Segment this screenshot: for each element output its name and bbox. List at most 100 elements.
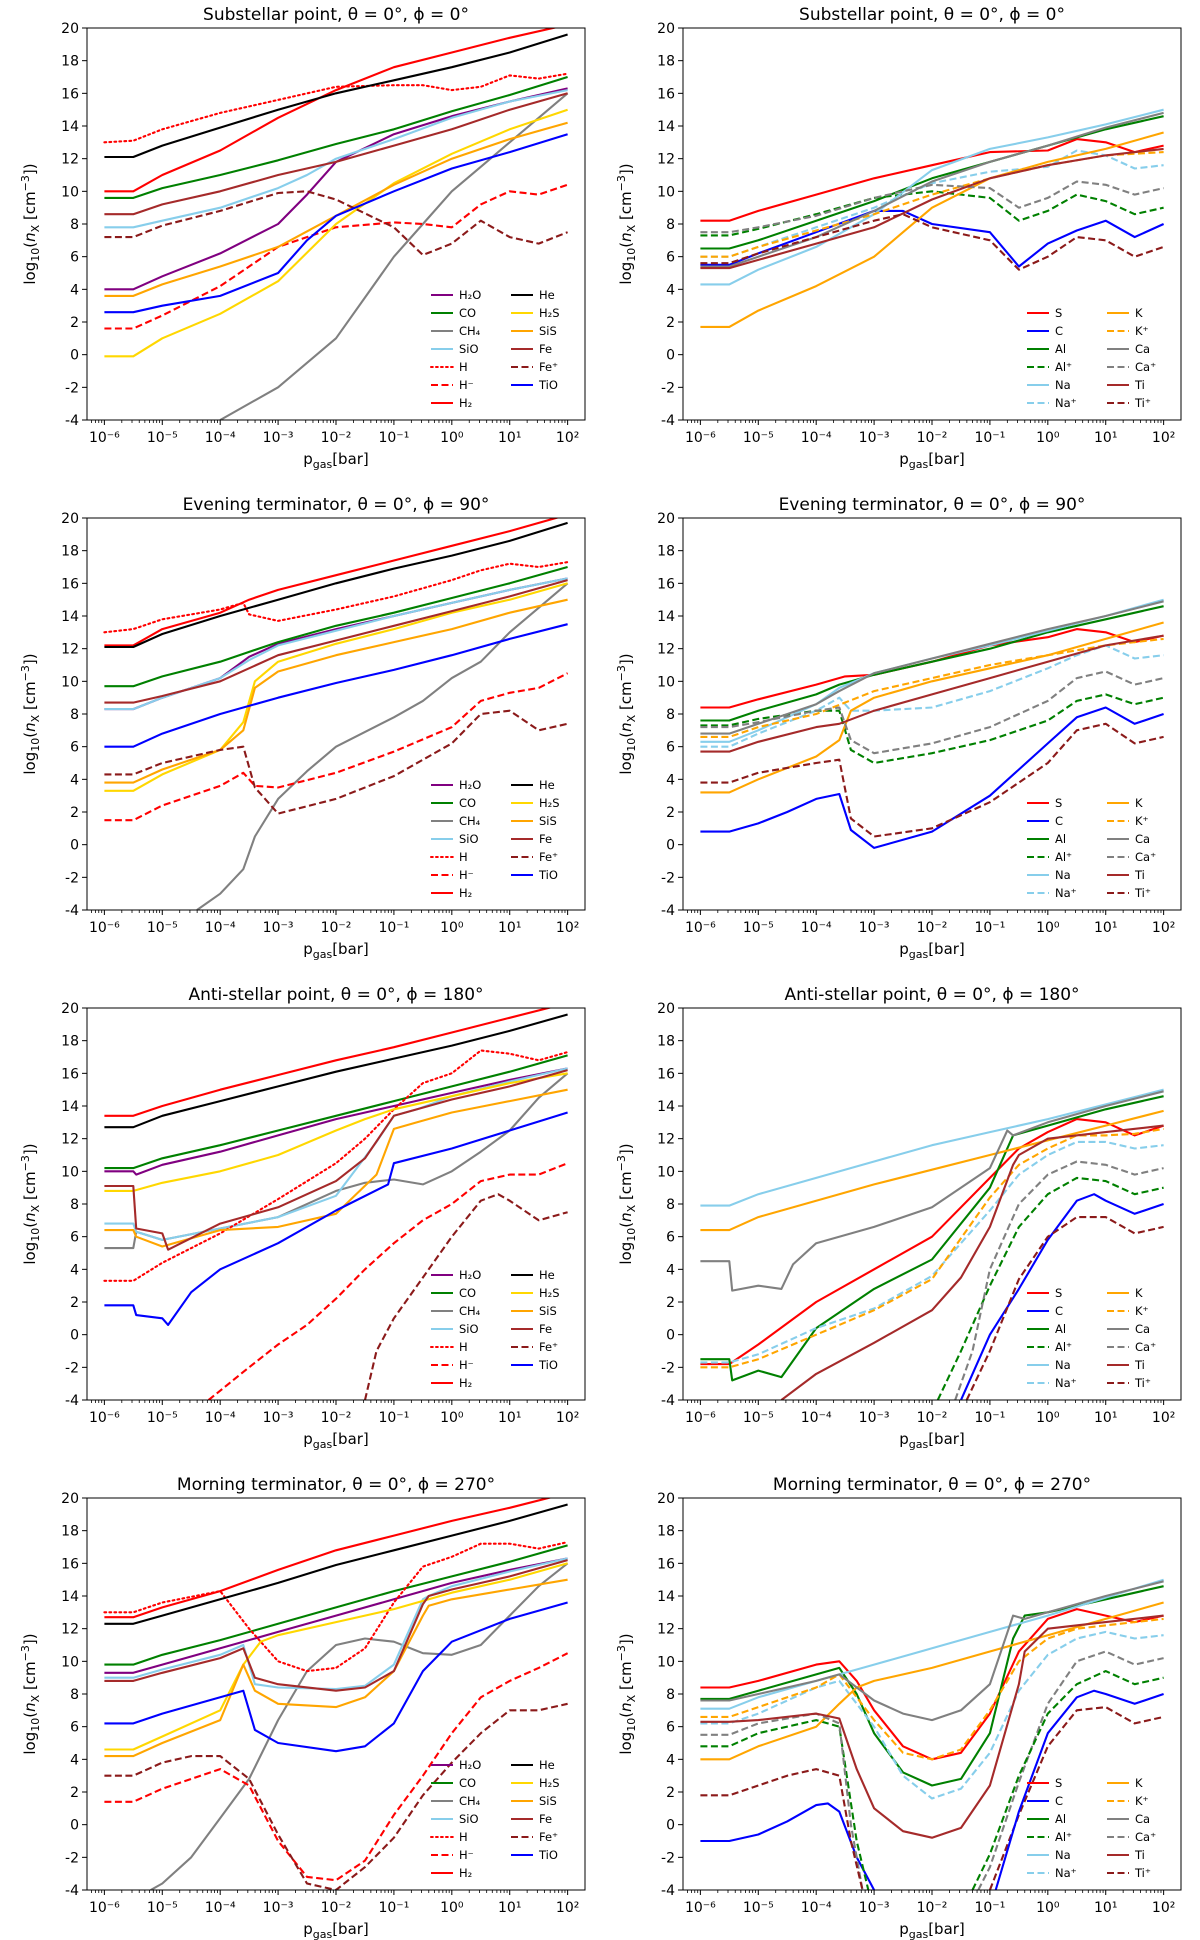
- x-tick-label: 10²: [1152, 1410, 1175, 1426]
- legend-label: Al⁺: [1055, 850, 1072, 864]
- y-tick-label: 18: [657, 1034, 675, 1050]
- series-group: [700, 108, 1165, 328]
- y-axis-label: log10(nX [cm−3]): [19, 1633, 42, 1754]
- legend-label: Al: [1055, 342, 1066, 356]
- y-tick-label: -4: [65, 903, 79, 919]
- series-line-Na⁺: [700, 149, 1164, 258]
- series-line-C: [700, 706, 1164, 849]
- series-line-H₂: [104, 28, 558, 193]
- series-line-K: [700, 1601, 1164, 1761]
- series-line-CO: [104, 565, 568, 688]
- y-tick-label: 4: [70, 282, 79, 298]
- x-tick-label: 10¹: [1094, 430, 1117, 446]
- legend-label: K: [1135, 306, 1143, 320]
- x-tick-label: 10⁻⁶: [89, 1900, 120, 1916]
- x-tick-label: 10²: [556, 1410, 579, 1426]
- x-tick-label: 10⁻⁴: [801, 1410, 832, 1426]
- legend-label: SiS: [539, 324, 557, 338]
- x-tick-label: 10⁻¹: [974, 1900, 1005, 1916]
- y-tick-label: 12: [61, 152, 79, 168]
- x-tick-label: 10²: [1152, 430, 1175, 446]
- x-tick-label: 10⁻⁶: [685, 920, 716, 936]
- legend-label: Na⁺: [1055, 886, 1077, 900]
- y-tick-label: 6: [666, 250, 675, 266]
- legend-label: C: [1055, 814, 1063, 828]
- x-tick-label: 10⁻⁶: [685, 1900, 716, 1916]
- chart-title: Morning terminator, θ = 0°, ϕ = 270°: [773, 1475, 1091, 1495]
- x-axis-label: pgas[bar]: [303, 940, 369, 961]
- x-tick-label: 10⁻⁴: [205, 430, 236, 446]
- legend-label: H₂S: [539, 306, 560, 320]
- x-tick-label: 10⁻⁴: [205, 1900, 236, 1916]
- series-line-Fe: [104, 92, 568, 216]
- y-tick-label: 8: [70, 1687, 79, 1703]
- axes-frame: [682, 1007, 1182, 1401]
- y-tick-label: 8: [666, 1687, 675, 1703]
- y-tick-label: 14: [657, 119, 675, 135]
- series-line-SiO: [104, 577, 568, 711]
- y-tick-label: 6: [666, 1230, 675, 1246]
- series-line-S: [700, 628, 1164, 709]
- y-tick-label: 16: [61, 1066, 79, 1082]
- series-line-H⁻: [104, 1652, 569, 1882]
- legend-label: Fe: [539, 1812, 552, 1826]
- x-tick-label: 10⁻³: [263, 430, 294, 446]
- series-line-Cr3: [994, 1689, 1164, 1890]
- series-line-K: [700, 1109, 1164, 1232]
- legend-label: He: [539, 1268, 555, 1282]
- x-tick-label: 10⁻³: [263, 920, 294, 936]
- y-tick-label: 20: [657, 1001, 675, 1017]
- y-tick-label: -2: [65, 870, 79, 886]
- y-tick-label: 18: [61, 1524, 79, 1540]
- y-tick-label: 0: [666, 348, 675, 364]
- y-tick-label: 2: [666, 1785, 675, 1801]
- x-tick-label: 10⁰: [1036, 430, 1060, 446]
- legend-label: H₂O: [459, 1758, 481, 1772]
- y-tick-label: 6: [70, 1230, 79, 1246]
- y-tick-label: 12: [657, 642, 675, 658]
- legend-label: SiO: [459, 832, 479, 846]
- x-tick-label: 10⁻³: [859, 1900, 890, 1916]
- series-line-S: [700, 1608, 1164, 1761]
- x-tick-label: 10⁻¹: [378, 920, 409, 936]
- legend-label: S: [1055, 1776, 1062, 1790]
- x-tick-label: 10⁻²: [321, 1410, 352, 1426]
- x-tick-label: 10⁻⁶: [89, 920, 120, 936]
- y-tick-label: 16: [657, 86, 675, 102]
- y-tick-label: 6: [666, 740, 675, 756]
- series-line-SiS: [104, 1088, 568, 1248]
- x-tick-label: 10⁻⁵: [743, 1900, 774, 1916]
- legend: H₂O CO CH₄ SiO H H⁻ H₂ He H₂S SiS Fe Fe⁺ TiO: [430, 1268, 560, 1390]
- legend-label: He: [539, 778, 555, 792]
- series-line-H₂S: [104, 1562, 568, 1751]
- x-tick-label: 10⁰: [440, 1900, 464, 1916]
- x-axis-label: pgas[bar]: [899, 1920, 965, 1940]
- series-line-He: [104, 33, 568, 159]
- legend-label: K: [1135, 796, 1143, 810]
- legend-label: Ca⁺: [1135, 1340, 1156, 1354]
- y-tick-label: 12: [657, 152, 675, 168]
- series-line-SiS: [104, 121, 568, 297]
- y-tick-label: 8: [70, 707, 79, 723]
- legend-label: He: [539, 1758, 555, 1772]
- y-tick-label: 8: [666, 1197, 675, 1213]
- x-tick-label: 10⁻⁴: [801, 1900, 832, 1916]
- legend-label: TiO: [538, 378, 558, 392]
- series-line-Cr4: [971, 1670, 1164, 1890]
- series-line-K: [700, 131, 1164, 328]
- y-axis-label: log10(nX [cm−3]): [615, 1633, 638, 1754]
- chart-title: Evening terminator, θ = 0°, ϕ = 90°: [779, 495, 1086, 515]
- x-axis-label: pgas[bar]: [899, 1430, 965, 1451]
- series-group: [700, 1088, 1164, 1400]
- legend-label: H: [459, 360, 468, 374]
- series-line-Ti: [700, 147, 1164, 270]
- y-tick-label: -2: [65, 1850, 79, 1866]
- legend-label: TiO: [538, 868, 558, 882]
- chart-title: Anti-stellar point, θ = 0°, ϕ = 180°: [188, 985, 483, 1005]
- y-tick-label: 12: [61, 1622, 79, 1638]
- series-line-Al: [700, 1095, 1164, 1382]
- legend-label: Fe⁺: [539, 850, 558, 864]
- y-tick-label: 0: [666, 1328, 675, 1344]
- series-line-Ca⁺: [954, 1160, 1164, 1400]
- chart-panel-p8: Morning terminator, θ = 0°, ϕ = 270° -4 -2…: [615, 1475, 1182, 1940]
